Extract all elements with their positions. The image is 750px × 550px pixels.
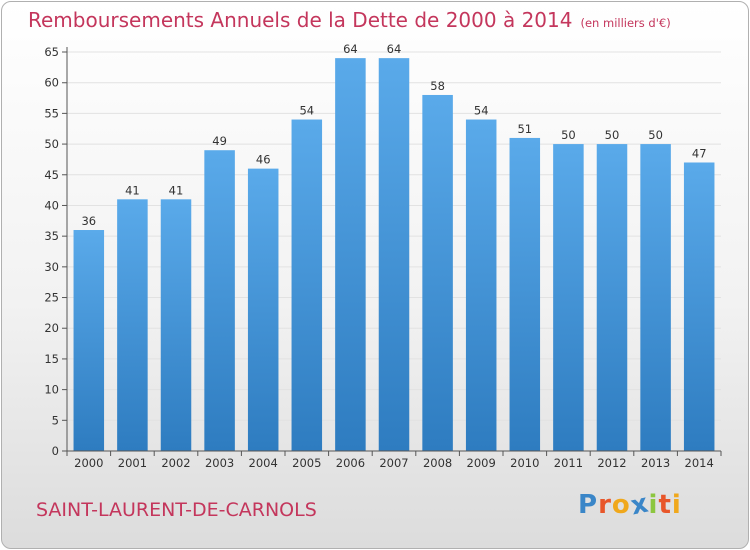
y-tick-label: 45 — [44, 168, 59, 182]
y-tick-label: 25 — [44, 291, 59, 305]
data-label: 41 — [169, 183, 184, 197]
x-tick-label: 2010 — [510, 456, 539, 470]
bar-2011 — [553, 144, 584, 452]
y-tick-label: 60 — [44, 76, 59, 90]
bar-2007 — [378, 58, 410, 452]
y-tick-label: 30 — [44, 260, 59, 274]
bar-2000 — [73, 230, 105, 451]
bar-2010 — [509, 137, 541, 451]
x-tick-label: 2009 — [467, 456, 496, 470]
data-label: 64 — [387, 42, 402, 56]
data-label: 54 — [474, 104, 489, 118]
bar-2002 — [160, 199, 192, 451]
x-tick-label: 2008 — [423, 456, 452, 470]
x-tick-label: 2013 — [641, 456, 670, 470]
bar-2014 — [683, 162, 715, 451]
bar-2009 — [465, 119, 497, 452]
y-tick-label: 15 — [44, 352, 59, 366]
bar-2013 — [640, 144, 671, 452]
bar-2012 — [596, 144, 628, 452]
data-label: 47 — [692, 146, 707, 160]
data-label: 51 — [517, 122, 532, 136]
data-label: 58 — [430, 79, 445, 93]
x-tick-label: 2005 — [292, 456, 321, 470]
data-label: 54 — [299, 104, 314, 118]
logo-letter: i — [671, 490, 682, 520]
x-tick-label: 2004 — [249, 456, 278, 470]
y-tick-label: 50 — [44, 137, 59, 151]
chart-title-text: Remboursements Annuels de la Dette de 20… — [28, 8, 573, 32]
y-tick-label: 65 — [44, 45, 59, 59]
y-tick-label: 10 — [44, 383, 59, 397]
logo-letter: r — [598, 490, 612, 520]
data-label: 36 — [81, 214, 96, 228]
data-label: 64 — [343, 42, 358, 56]
bar-2005 — [291, 119, 323, 452]
y-tick-label: 55 — [44, 106, 59, 120]
chart-title: Remboursements Annuels de la Dette de 20… — [28, 8, 671, 32]
x-tick-label: 2001 — [118, 456, 147, 470]
data-label: 50 — [561, 128, 576, 142]
data-label: 50 — [605, 128, 620, 142]
bar-2003 — [204, 150, 235, 451]
y-tick-label: 0 — [52, 444, 59, 458]
data-label: 50 — [648, 128, 663, 142]
chart-unit: (en milliers d'€) — [580, 16, 671, 30]
y-tick-label: 35 — [44, 229, 59, 243]
logo-letter: i — [648, 490, 659, 520]
data-label: 46 — [256, 153, 271, 167]
x-tick-label: 2011 — [554, 456, 583, 470]
logo-letter: t — [658, 490, 672, 520]
y-tick-label: 20 — [44, 321, 59, 335]
logo-letter: o — [611, 490, 631, 520]
x-tick-label: 2014 — [685, 456, 714, 470]
x-tick-label: 2007 — [379, 456, 408, 470]
commune-name: SAINT-LAURENT-DE-CARNOLS — [36, 499, 317, 521]
logo-letter: P — [578, 490, 599, 520]
x-tick-label: 2003 — [205, 456, 234, 470]
bar-2006 — [335, 58, 366, 452]
y-tick-label: 5 — [52, 413, 59, 427]
data-label: 41 — [125, 183, 140, 197]
bar-2004 — [247, 168, 279, 451]
data-label: 49 — [212, 134, 227, 148]
x-tick-label: 2012 — [597, 456, 626, 470]
proxiti-logo: Proxiti — [578, 488, 682, 521]
x-tick-label: 2002 — [161, 456, 190, 470]
x-tick-label: 2006 — [336, 456, 365, 470]
y-tick-label: 40 — [44, 198, 59, 212]
bar-2008 — [422, 94, 453, 451]
x-tick-label: 2000 — [74, 456, 103, 470]
bar-2001 — [117, 199, 148, 451]
